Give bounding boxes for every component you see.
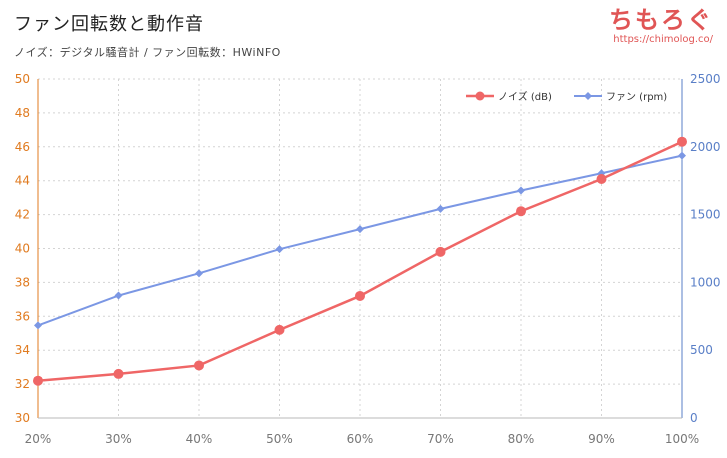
y-left-tick-label: 50 — [15, 72, 30, 86]
data-point-noise — [355, 290, 365, 301]
legend-label-noise: ノイズ (dB) — [498, 90, 552, 103]
y-left-tick-label: 44 — [15, 174, 30, 188]
legend-marker-fan — [584, 92, 592, 100]
data-point-fan — [275, 245, 284, 254]
y-left-tick-label: 30 — [15, 411, 30, 425]
y-right-tick-label: 0 — [690, 411, 698, 425]
x-tick-label: 20% — [25, 432, 52, 446]
x-tick-label: 80% — [508, 432, 535, 446]
y-left-tick-label: 40 — [15, 242, 30, 256]
chart-subtitle: ノイズ：デジタル騒音計 / ファン回転数：HWiNFO — [14, 46, 281, 59]
data-point-noise — [677, 136, 687, 147]
y-right-tick-label: 500 — [690, 343, 713, 357]
y-right-tick-label: 1500 — [690, 208, 721, 222]
data-point-noise — [113, 368, 124, 379]
x-tick-label: 90% — [588, 432, 615, 446]
y-left-tick-label: 38 — [15, 275, 30, 289]
data-point-noise — [33, 375, 43, 386]
legend-marker-noise — [475, 91, 485, 101]
data-point-fan — [356, 225, 364, 234]
y-left-tick-label: 46 — [15, 140, 30, 154]
x-tick-label: 60% — [347, 432, 374, 446]
data-point-noise — [194, 360, 204, 371]
data-point-fan — [517, 186, 525, 195]
x-tick-label: 30% — [105, 432, 132, 446]
data-point-noise — [274, 324, 285, 335]
y-left-tick-label: 32 — [15, 377, 30, 391]
y-right-tick-label: 2500 — [690, 72, 721, 86]
data-point-fan — [34, 321, 42, 330]
chart-title: ファン回転数と動作音 — [14, 14, 204, 35]
data-point-noise — [435, 246, 446, 257]
y-right-tick-label: 2000 — [690, 140, 721, 154]
site-watermark: ちもろぐ https://chimolog.co/ — [609, 6, 713, 46]
y-right-tick-label: 1000 — [690, 275, 721, 289]
data-point-noise — [596, 174, 607, 185]
x-tick-label: 40% — [186, 432, 213, 446]
watermark-logo: ちもろぐ — [609, 6, 713, 34]
data-point-fan — [114, 291, 123, 300]
data-point-fan — [678, 151, 686, 160]
legend-label-fan: ファン (rpm) — [606, 92, 667, 103]
y-left-tick-label: 48 — [15, 106, 30, 120]
data-point-noise — [516, 206, 526, 217]
x-tick-label: 100% — [665, 432, 699, 446]
x-tick-label: 50% — [266, 432, 293, 446]
data-point-fan — [436, 204, 445, 213]
y-left-tick-label: 42 — [15, 208, 30, 222]
watermark-url: https://chimolog.co/ — [613, 34, 713, 45]
data-point-fan — [195, 269, 203, 278]
x-tick-label: 70% — [427, 432, 454, 446]
y-left-tick-label: 34 — [15, 343, 30, 357]
y-left-tick-label: 36 — [15, 309, 30, 323]
